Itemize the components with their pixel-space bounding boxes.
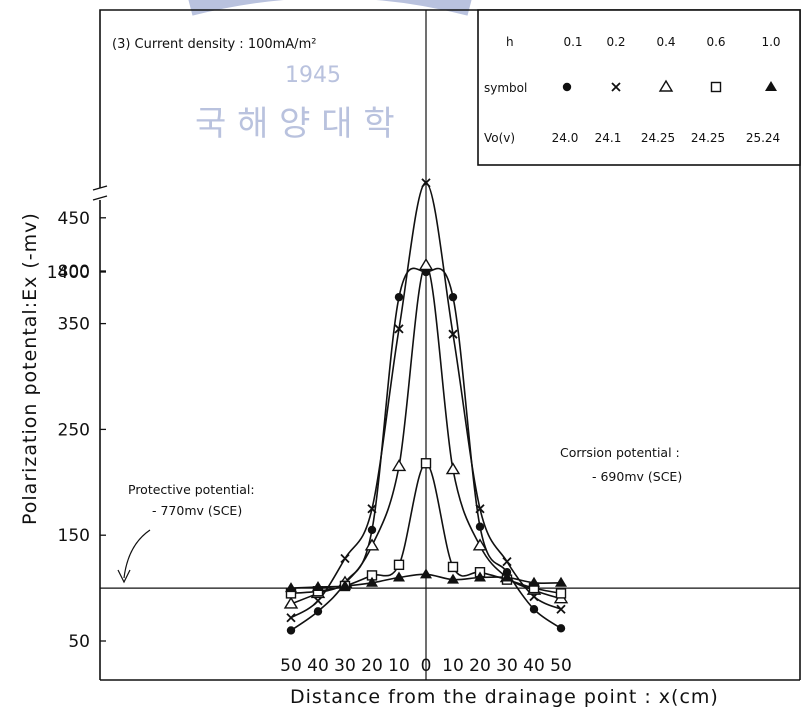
data-point-h-0.1 <box>313 607 323 616</box>
protective-arrowhead <box>117 569 131 584</box>
x-tick-label: 50 <box>550 656 572 676</box>
data-point-h-0.4 <box>445 462 461 475</box>
legend-columns: 0.1 24.0 0.2 24.1 0.4 24.25 0.6 24.25 1.0 25.24 <box>552 35 781 145</box>
x-tick-label: 20 <box>469 656 491 676</box>
data-point-h-1.0 <box>366 576 378 587</box>
y-tick-label: 150 <box>58 526 90 546</box>
data-point-h-0.2 <box>556 604 566 614</box>
x-tick-label: 10 <box>388 656 410 676</box>
data-point-h-0.1 <box>448 292 458 302</box>
data-point-h-1.0 <box>555 576 567 587</box>
legend-vo-value: 24.1 <box>595 131 622 145</box>
data-point-h-1.0 <box>501 571 513 582</box>
y-tick-label: 1400 <box>47 263 90 283</box>
protective-value: - 770mv (SCE) <box>152 503 242 518</box>
y-tick-label: 800 <box>58 262 90 282</box>
watermark-text: 국 해 양 대 학 <box>195 104 395 144</box>
data-point-h-0.6 <box>555 588 567 599</box>
data-point-h-1.0 <box>393 571 405 582</box>
x-tick-label: 50 <box>280 656 302 676</box>
data-point-h-0.2 <box>313 596 323 606</box>
x-tick-label: 30 <box>334 656 356 676</box>
data-point-h-1.0 <box>474 571 486 582</box>
legend-symbol-h-0.6 <box>710 81 722 93</box>
data-point-h-1.0 <box>312 581 324 592</box>
legend-h-value: 0.2 <box>606 35 625 49</box>
legend-h-value: 0.6 <box>706 35 725 49</box>
legend-vo-value: 24.0 <box>552 131 579 145</box>
protective-annotation: Protective potential: - 770mv (SCE) <box>117 482 255 584</box>
data-point-h-0.6 <box>447 561 459 573</box>
data-point-h-0.1 <box>286 626 296 635</box>
chart-title: (3) Current density : 100mA/m² <box>112 37 316 52</box>
x-tick-label: 0 <box>421 656 432 676</box>
watermark-year: 1945 <box>285 63 341 88</box>
legend-symbol-h-0.4 <box>658 79 674 92</box>
data-point-h-0.4 <box>472 538 488 551</box>
data-point-h-0.2 <box>367 504 377 514</box>
data-point-h-0.1 <box>529 605 539 614</box>
legend-vo-value: 24.25 <box>691 131 725 145</box>
legend-symbol-h-0.1 <box>562 82 572 92</box>
legend-vo-value: 25.24 <box>746 131 780 145</box>
data-point-h-0.2 <box>286 613 296 623</box>
x-tick-label: 40 <box>523 656 545 676</box>
data-point-h-0.2 <box>394 324 404 334</box>
data-point-h-0.2 <box>340 553 350 564</box>
legend-box <box>477 9 801 166</box>
legend-symbol-h-0.2 <box>611 82 621 92</box>
data-point-h-0.4 <box>391 459 407 472</box>
watermark-arc <box>188 0 472 16</box>
data-point-h-0.4 <box>418 258 434 271</box>
legend-header-symbol: symbol <box>484 81 527 95</box>
legend-symbol-h-1.0 <box>765 81 777 91</box>
legend-h-value: 1.0 <box>761 35 780 49</box>
data-point-h-0.2 <box>448 329 458 339</box>
data-point-h-0.6 <box>393 559 405 571</box>
data-point-h-0.6 <box>420 458 432 469</box>
protective-arrow <box>123 529 151 579</box>
legend-header-vo: Vo(v) <box>484 131 515 145</box>
data-point-h-1.0 <box>285 582 297 593</box>
x-tick-label: 10 <box>442 656 464 676</box>
x-axis-ticks: 50 40 30 20 10 0 10 20 30 40 50 <box>280 656 572 676</box>
x-axis-title: Distance from the drainage point : x(cm) <box>290 686 719 708</box>
legend: h symbol Vo(v) 0.1 24.0 0.2 24.1 0.4 24.25 0.6… <box>477 9 801 166</box>
legend-h-value: 0.4 <box>656 35 675 49</box>
y-tick-label: 50 <box>68 632 90 652</box>
data-point-h-1.0 <box>339 579 351 590</box>
x-tick-label: 30 <box>496 656 518 676</box>
data-point-h-0.1 <box>475 522 485 531</box>
plot-frame <box>99 9 801 680</box>
series-markers <box>283 178 569 635</box>
legend-header-h: h <box>506 35 514 49</box>
data-point-h-1.0 <box>528 576 540 587</box>
y-tick-label: 350 <box>58 315 90 335</box>
corrosion-label: Corrsion potential : <box>560 445 680 460</box>
x-tick-label: 20 <box>361 656 383 676</box>
legend-h-value: 0.1 <box>563 35 582 49</box>
axis-break <box>92 185 108 201</box>
data-point-h-0.2 <box>502 557 512 567</box>
data-point-h-0.4 <box>364 538 380 551</box>
y-axis-title: Polarization potental:Ex (-mv) <box>19 212 41 525</box>
corrosion-annotation: Corrsion potential : - 690mv (SCE) <box>560 445 682 484</box>
data-point-h-0.1 <box>556 624 566 633</box>
y-tick-label: 450 <box>58 209 90 229</box>
corrosion-value: - 690mv (SCE) <box>592 469 682 484</box>
legend-vo-value: 24.25 <box>641 131 675 145</box>
x-tick-label: 40 <box>307 656 329 676</box>
y-tick-label: 250 <box>58 420 90 440</box>
data-point-h-0.4 <box>283 596 299 609</box>
data-point-h-0.1 <box>367 525 377 535</box>
data-point-h-0.2 <box>475 504 485 514</box>
data-point-h-0.1 <box>394 292 404 302</box>
protective-label: Protective potential: <box>128 482 255 497</box>
watermark: 1945 국 해 양 대 학 <box>188 0 472 144</box>
data-point-h-1.0 <box>420 568 432 579</box>
data-point-h-0.2 <box>421 178 431 188</box>
data-point-h-1.0 <box>447 573 459 584</box>
